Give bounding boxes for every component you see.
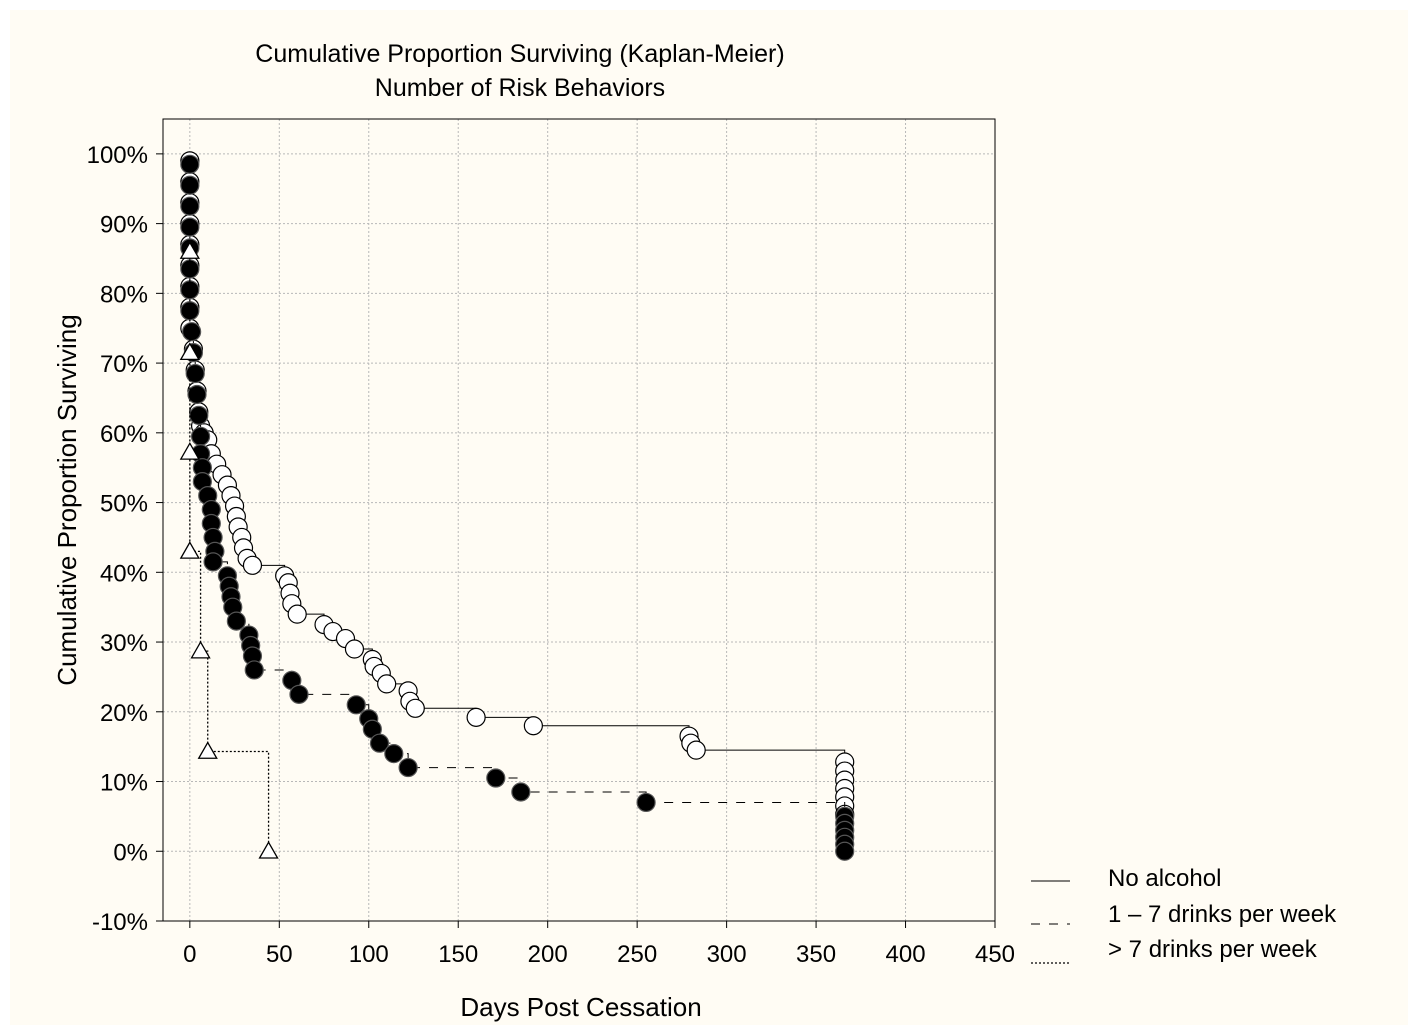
km-chart: Cumulative Proportion Surviving (Kaplan-… xyxy=(52,40,1337,1022)
data-point xyxy=(190,640,211,659)
data-point xyxy=(244,660,264,680)
y-tick-label: 80% xyxy=(100,281,148,308)
data-point xyxy=(190,426,211,446)
data-point xyxy=(180,154,200,174)
data-point xyxy=(180,217,200,237)
chart-subtitle: Number of Risk Behaviors xyxy=(375,74,665,102)
series-line xyxy=(189,160,846,815)
data-point xyxy=(289,684,309,704)
data-point xyxy=(405,698,425,718)
data-point xyxy=(179,442,200,460)
data-point xyxy=(187,384,207,405)
series xyxy=(179,151,855,861)
series-line xyxy=(189,164,846,852)
data-point xyxy=(384,744,404,764)
grid xyxy=(163,119,996,922)
series-1 xyxy=(180,154,855,861)
data-point xyxy=(226,611,246,631)
data-point xyxy=(835,841,855,861)
series-line xyxy=(189,251,270,852)
y-tick-label: 70% xyxy=(100,351,148,378)
data-point xyxy=(686,740,706,760)
legend-label-1-7-drinks: 1 – 7 drinks per week xyxy=(1108,901,1337,928)
data-point xyxy=(377,674,397,694)
data-point xyxy=(511,782,531,802)
x-tick-label: 300 xyxy=(707,941,747,968)
y-tick-label: 10% xyxy=(100,770,148,797)
y-tick-label: 90% xyxy=(100,212,148,239)
data-point xyxy=(189,405,209,425)
legend: No alcohol 1 – 7 drinks per week > 7 dri… xyxy=(1031,865,1337,964)
data-point xyxy=(179,541,200,559)
data-point xyxy=(636,792,656,813)
data-point xyxy=(179,342,200,361)
chart-frame: Cumulative Proportion Surviving (Kaplan-… xyxy=(10,10,1408,1025)
data-point xyxy=(523,716,543,736)
data-point xyxy=(258,840,279,859)
data-point xyxy=(398,757,418,778)
data-point xyxy=(180,175,200,195)
data-point xyxy=(287,604,307,624)
data-point xyxy=(346,695,366,715)
x-tick-label: 450 xyxy=(975,941,1015,968)
data-point xyxy=(466,707,486,727)
y-tick-label: 50% xyxy=(100,491,148,518)
x-tick-label: 350 xyxy=(796,941,836,968)
x-tick-label: 400 xyxy=(886,941,926,968)
data-point xyxy=(486,768,506,788)
y-tick-label: 30% xyxy=(100,630,148,657)
data-point xyxy=(185,363,205,384)
y-tick-label: 40% xyxy=(100,560,148,587)
data-point xyxy=(180,196,200,216)
x-tick-label: 200 xyxy=(528,941,568,968)
x-axis-label: Days Post Cessation xyxy=(460,992,701,1022)
axis-ticks: 0 50 100 150 200 250 300 350 400 450 -10% 0% 10% 20% 3… xyxy=(87,142,1015,968)
legend-label-over-7-drinks: > 7 drinks per week xyxy=(1108,936,1318,963)
data-point xyxy=(369,733,390,753)
x-tick-label: 150 xyxy=(438,941,478,968)
data-point xyxy=(197,741,218,759)
data-point xyxy=(344,639,365,659)
y-tick-label: 60% xyxy=(100,421,148,448)
y-tick-label: 0% xyxy=(113,839,148,866)
data-point xyxy=(182,322,202,342)
data-point xyxy=(203,552,223,572)
x-tick-label: 0 xyxy=(183,941,196,968)
x-tick-label: 100 xyxy=(349,941,389,968)
series-2 xyxy=(179,241,279,859)
y-tick-label: 100% xyxy=(87,142,148,169)
data-point xyxy=(242,555,263,575)
y-tick-label: -10% xyxy=(92,909,148,936)
series-0 xyxy=(180,151,855,824)
chart-title: Cumulative Proportion Surviving (Kaplan-… xyxy=(255,40,784,68)
x-tick-label: 250 xyxy=(617,941,657,968)
plot-border xyxy=(162,118,996,922)
legend-label-no-alcohol: No alcohol xyxy=(1108,865,1221,892)
x-tick-label: 50 xyxy=(266,941,293,968)
y-tick-label: 20% xyxy=(100,700,148,727)
data-point xyxy=(179,241,200,259)
y-axis-label: Cumulative Proportion Surviving xyxy=(52,314,82,685)
